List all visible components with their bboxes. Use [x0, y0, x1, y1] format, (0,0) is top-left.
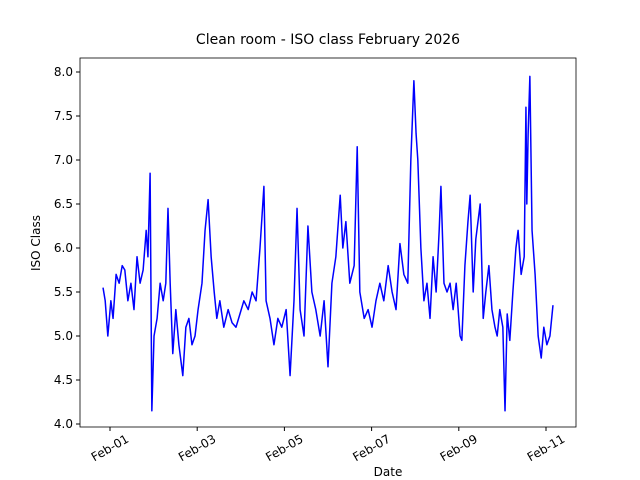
x-tick-label: Feb-05	[263, 432, 305, 465]
x-tick-label: Feb-03	[176, 432, 218, 465]
x-tick-label: Feb-11	[525, 432, 567, 465]
y-tick-label: 5.5	[54, 285, 73, 299]
x-tick-label: Feb-07	[350, 432, 392, 465]
y-tick-label: 4.0	[54, 417, 73, 431]
y-tick-label: 5.0	[54, 329, 73, 343]
y-axis-label: ISO Class	[29, 215, 43, 271]
y-tick-label: 7.0	[54, 153, 73, 167]
y-tick-label: 6.0	[54, 241, 73, 255]
plot-frame	[79, 57, 577, 428]
x-tick-label: Feb-01	[89, 432, 131, 465]
x-tick-label: Feb-09	[438, 432, 480, 465]
x-axis-label: Date	[374, 465, 403, 479]
y-tick-label: 8.0	[54, 65, 73, 79]
y-tick-label: 4.5	[54, 373, 73, 387]
chart-title: Clean room - ISO class February 2026	[196, 32, 460, 48]
data-line	[102, 75, 554, 412]
y-tick-label: 6.5	[54, 197, 73, 211]
y-tick-label: 7.5	[54, 109, 73, 123]
